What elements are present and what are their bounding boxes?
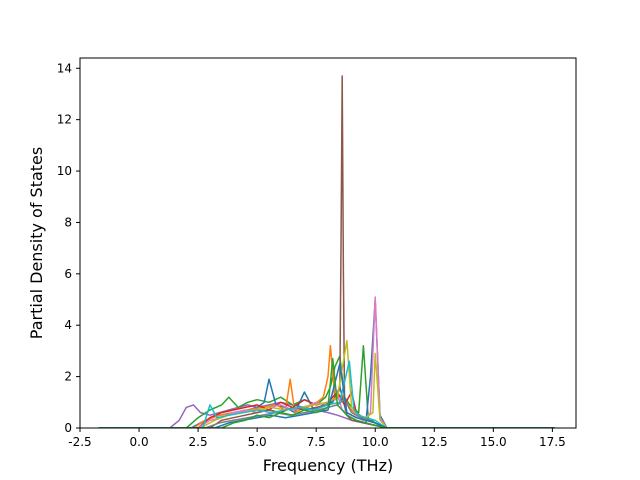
x-tick-label: -2.5 [68, 435, 91, 449]
x-tick-label: 7.5 [307, 435, 326, 449]
x-tick-label: 5.0 [248, 435, 267, 449]
series-line-11 [98, 357, 555, 428]
x-tick-label: 15.0 [480, 435, 507, 449]
y-tick-label: 10 [57, 164, 72, 178]
y-axis-label: Partial Density of States [27, 147, 46, 339]
x-tick-label: 10.0 [362, 435, 389, 449]
y-tick-label: 2 [64, 370, 72, 384]
x-tick-label: 0.0 [130, 435, 149, 449]
y-tick-label: 8 [64, 215, 72, 229]
y-tick-label: 12 [57, 113, 72, 127]
y-tick-label: 4 [64, 318, 72, 332]
plot-frame [79, 57, 577, 429]
y-axis-ticks: 0 2 4 6 8 10 12 14 [57, 61, 80, 435]
x-tick-label: 17.5 [539, 435, 566, 449]
x-axis-label: Frequency (THz) [263, 456, 393, 475]
y-tick-label: 6 [64, 267, 72, 281]
x-axis-ticks: -2.5 0.0 2.5 5.0 7.5 10.0 12.5 15.0 17.5 [68, 428, 566, 449]
x-tick-label: 12.5 [421, 435, 448, 449]
y-tick-label: 0 [64, 421, 72, 435]
x-tick-label: 2.5 [189, 435, 208, 449]
y-tick-label: 14 [57, 61, 72, 75]
series-layer [98, 75, 555, 428]
series-line-9 [98, 360, 555, 428]
